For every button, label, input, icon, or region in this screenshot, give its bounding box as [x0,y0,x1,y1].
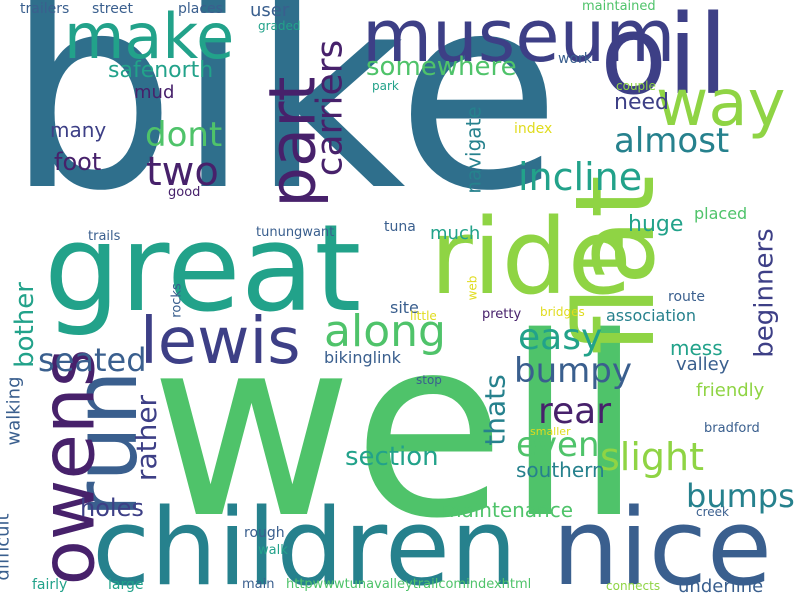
word-many: many [50,118,107,142]
word-main: main [242,577,275,592]
word-walk: walk [258,543,288,558]
word-easy: easy [518,317,603,358]
word-mud: mud [134,82,175,103]
word-underline: underline [678,576,764,597]
word-slight: slight [600,435,705,479]
word-rocks: rocks [169,283,185,318]
word-bike: bike [6,0,562,250]
word-make: make [64,0,235,73]
word-thats: thats [478,374,512,446]
word-stop: stop [416,373,442,387]
word-two: two [146,149,219,195]
word-bridges: bridges [540,305,585,319]
word-somewhere: somewhere [366,52,517,82]
word-children: children [92,486,518,600]
word-places: places [178,1,223,17]
word-safenorth: safenorth [108,58,214,83]
word-maintenance: maintenance [442,498,574,522]
word-seated: seated [38,341,147,379]
word-friendly: friendly [696,380,765,401]
word-graded: graded [258,19,301,33]
word-association: association [606,306,696,325]
word-little: little [410,309,437,323]
word-southern: southern [516,458,605,482]
word-navigate: navigate [461,106,486,194]
word-well: well [150,285,644,573]
word-work: work [558,51,592,67]
word-rather: rather [130,394,164,482]
word-owens: owens [25,348,112,586]
word-pretty: pretty [482,307,522,322]
word-trailers: trailers [20,1,70,17]
word-fairly: fairly [32,577,68,593]
word-tuna: tuna [384,219,416,235]
word-site: site [390,298,419,317]
word-need: need [614,90,669,115]
word-street: street [92,1,133,17]
word-foot: foot [54,148,102,176]
word-walking: walking [3,376,25,446]
word-rough: rough [244,525,285,541]
word-route: route [668,289,705,305]
word-connects: connects [606,579,661,593]
word-dont: dont [145,115,223,155]
word-smaller: smaller [530,425,571,438]
word-web: web [465,275,480,301]
word-url: httpwwwtunavalleytrailcomindexhtml [286,577,532,592]
word-mess: mess [670,336,723,360]
word-placed: placed [694,204,748,223]
word-difficult: difficult [0,513,14,581]
word-trails: trails [88,229,121,244]
word-bikinglink: bikinglink [324,348,401,367]
word-way: way [656,67,786,141]
word-museum: museum [362,0,676,78]
word-great: great [44,200,362,339]
word-section: section [345,442,439,472]
word-almost: almost [614,121,730,161]
word-nice: nice [552,486,773,600]
word-rear: rear [538,391,612,432]
word-ride: ride [430,196,632,318]
word-beginners: beginners [749,228,780,358]
word-holes: holes [80,494,144,522]
word-carriers: carriers [309,39,351,177]
word-user: user [250,0,290,21]
word-park: park [372,79,399,93]
word-good: good [168,185,201,200]
word-oil: oil [600,0,729,119]
word-maintained: maintained [582,0,656,14]
word-large: large [108,577,144,593]
word-couple: couple [616,79,656,93]
word-bumpy: bumpy [514,351,632,391]
word-along: along [324,306,446,357]
word-tunungwant: tunungwant [256,225,335,240]
word-much: much [430,223,481,244]
word-bother: bother [9,282,40,368]
word-bumps: bumps [686,477,795,515]
word-lewis: lewis [140,305,301,379]
word-creek: creek [696,505,729,519]
word-incline: incline [518,155,643,199]
word-valley: valley [676,354,730,375]
word-bradford: bradford [704,421,760,436]
word-huge: huge [628,212,684,237]
word-index: index [514,121,553,137]
word-even: even [516,425,600,465]
